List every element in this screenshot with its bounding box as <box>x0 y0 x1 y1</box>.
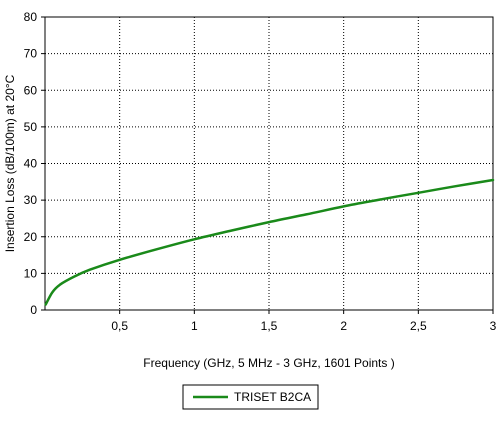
legend-label-triset-b2ca: TRISET B2CA <box>234 390 311 404</box>
x-tick-label-0-5: 0,5 <box>111 319 128 333</box>
y-tick-label-40: 40 <box>24 157 38 171</box>
y-axis-label: Insertion Loss (dB/100m) at 20°C <box>3 74 17 252</box>
x-tick-label-1-5: 1,5 <box>261 319 278 333</box>
y-axis-ticks: 0 10 20 30 40 50 60 70 80 <box>24 10 45 317</box>
x-tick-label-3: 3 <box>490 319 497 333</box>
y-tick-label-0: 0 <box>30 303 37 317</box>
y-tick-label-20: 20 <box>24 230 38 244</box>
grid-lines <box>45 17 493 310</box>
legend: TRISET B2CA <box>182 384 319 410</box>
series-layer <box>44 178 495 306</box>
y-tick-label-60: 60 <box>24 83 38 97</box>
x-tick-label-2: 2 <box>340 319 347 333</box>
y-tick-label-30: 30 <box>24 193 38 207</box>
x-axis-label: Frequency (GHz, 5 MHz - 3 GHz, 1601 Poin… <box>143 356 394 370</box>
y-tick-label-70: 70 <box>24 47 38 61</box>
x-axis-ticks: 0,5 1 1,5 2 2,5 3 <box>111 310 497 333</box>
y-tick-label-50: 50 <box>24 120 38 134</box>
series-line-triset-b2ca <box>44 178 495 306</box>
y-tick-label-10: 10 <box>24 266 38 280</box>
x-tick-label-1: 1 <box>191 319 198 333</box>
x-tick-label-2-5: 2,5 <box>410 319 427 333</box>
y-tick-label-80: 80 <box>24 10 38 24</box>
